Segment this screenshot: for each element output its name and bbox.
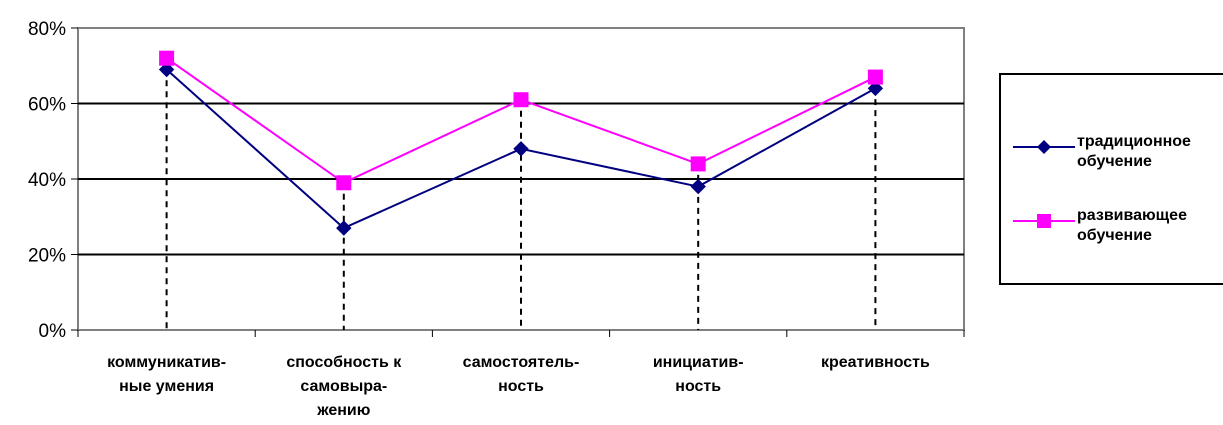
legend-label-traditional: традиционное обучение xyxy=(1077,133,1191,170)
data-point-diamond xyxy=(513,141,529,157)
legend-item-developmental: развивающее обучение xyxy=(1001,206,1223,246)
x-category-label: коммуникатив-ные умения xyxy=(107,354,226,395)
y-tick-label: 60% xyxy=(28,95,66,116)
data-point-diamond xyxy=(867,80,884,97)
diamond-marker-icon xyxy=(1013,140,1075,154)
data-point-diamond xyxy=(690,178,706,195)
data-point-square xyxy=(336,175,352,191)
y-tick-label: 20% xyxy=(28,246,66,267)
data-point-diamond xyxy=(158,61,175,78)
y-tick-label: 40% xyxy=(28,170,66,191)
x-category-label: самостоятель-ность xyxy=(463,354,580,395)
x-category-label: инициатив-ность xyxy=(653,354,744,395)
data-point-square xyxy=(513,92,529,108)
y-tick-label: 0% xyxy=(39,321,67,342)
x-axis-categories: коммуникатив-ные умения способность к само… xyxy=(77,330,965,419)
data-point-square xyxy=(867,69,883,85)
y-tick-label: 80% xyxy=(28,19,66,40)
square-marker-icon xyxy=(1013,214,1075,228)
x-category-label: способность к самовыра-жению xyxy=(286,354,402,419)
legend: традиционное обучение развивающее обучен… xyxy=(999,73,1223,285)
legend-item-traditional: традиционное обучение xyxy=(1001,132,1223,172)
series-lines xyxy=(158,50,884,236)
y-axis-ticks: 0% 20% 40% 60% 80% xyxy=(28,19,78,342)
data-point-diamond xyxy=(336,220,352,236)
data-point-square xyxy=(159,50,175,66)
legend-label-developmental: развивающее обучение xyxy=(1077,207,1187,244)
x-category-label: креативность xyxy=(821,354,930,371)
data-point-square xyxy=(690,156,706,172)
